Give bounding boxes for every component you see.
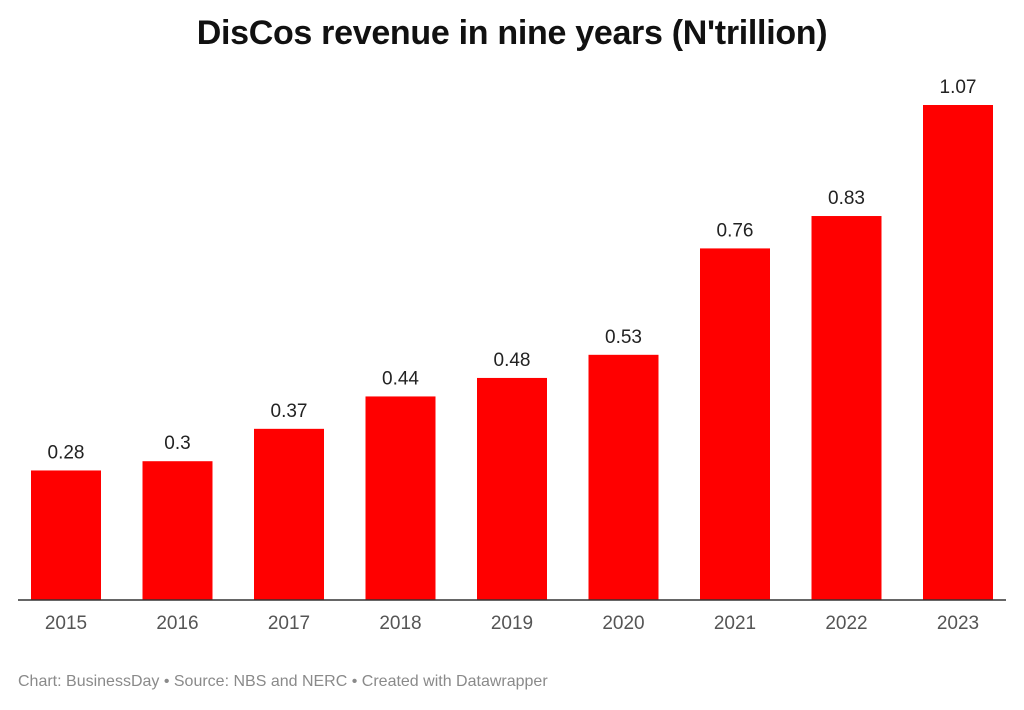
chart-footer-credits: Chart: BusinessDay • Source: NBS and NER… xyxy=(18,673,548,690)
bar-chart: 0.28 0.3 0.37 0.44 0.48 0.53 0.76 0.83 1.07 2015… xyxy=(18,77,1006,634)
x-tick-label-2021: 2021 xyxy=(714,613,756,634)
value-label-2018: 0.44 xyxy=(382,368,419,389)
x-tick-label-2018: 2018 xyxy=(379,613,421,634)
value-label-2017: 0.37 xyxy=(271,401,308,422)
bars-group xyxy=(31,105,993,601)
value-labels-group: 0.28 0.3 0.37 0.44 0.48 0.53 0.76 0.83 1.07 xyxy=(48,77,977,463)
x-tick-label-2022: 2022 xyxy=(825,613,867,634)
bar-2016 xyxy=(142,461,213,600)
value-label-2023: 1.07 xyxy=(940,77,977,98)
bar-2020 xyxy=(588,354,659,600)
bar-2023 xyxy=(923,105,993,600)
bar-2019 xyxy=(477,377,547,600)
bar-2017 xyxy=(254,428,324,600)
value-label-2021: 0.76 xyxy=(717,220,754,241)
bar-2018 xyxy=(365,396,436,600)
x-tick-label-2017: 2017 xyxy=(268,613,310,634)
x-tick-label-2023: 2023 xyxy=(937,613,979,634)
bar-2022 xyxy=(811,216,882,601)
bar-2015 xyxy=(31,470,101,600)
x-tick-label-2019: 2019 xyxy=(491,613,533,634)
x-tick-label-2020: 2020 xyxy=(602,613,644,634)
x-tick-labels-group: 2015 2016 2017 2018 2019 2020 2021 2022 2023 xyxy=(45,613,979,634)
x-tick-label-2015: 2015 xyxy=(45,613,87,634)
bar-2021 xyxy=(700,248,770,601)
chart-title: DisCos revenue in nine years (N'trillion… xyxy=(196,14,828,52)
value-label-2015: 0.28 xyxy=(48,442,85,463)
value-label-2016: 0.3 xyxy=(164,433,190,454)
value-label-2020: 0.53 xyxy=(605,327,642,348)
x-tick-label-2016: 2016 xyxy=(156,613,198,634)
value-label-2019: 0.48 xyxy=(494,350,531,371)
value-label-2022: 0.83 xyxy=(828,188,865,209)
